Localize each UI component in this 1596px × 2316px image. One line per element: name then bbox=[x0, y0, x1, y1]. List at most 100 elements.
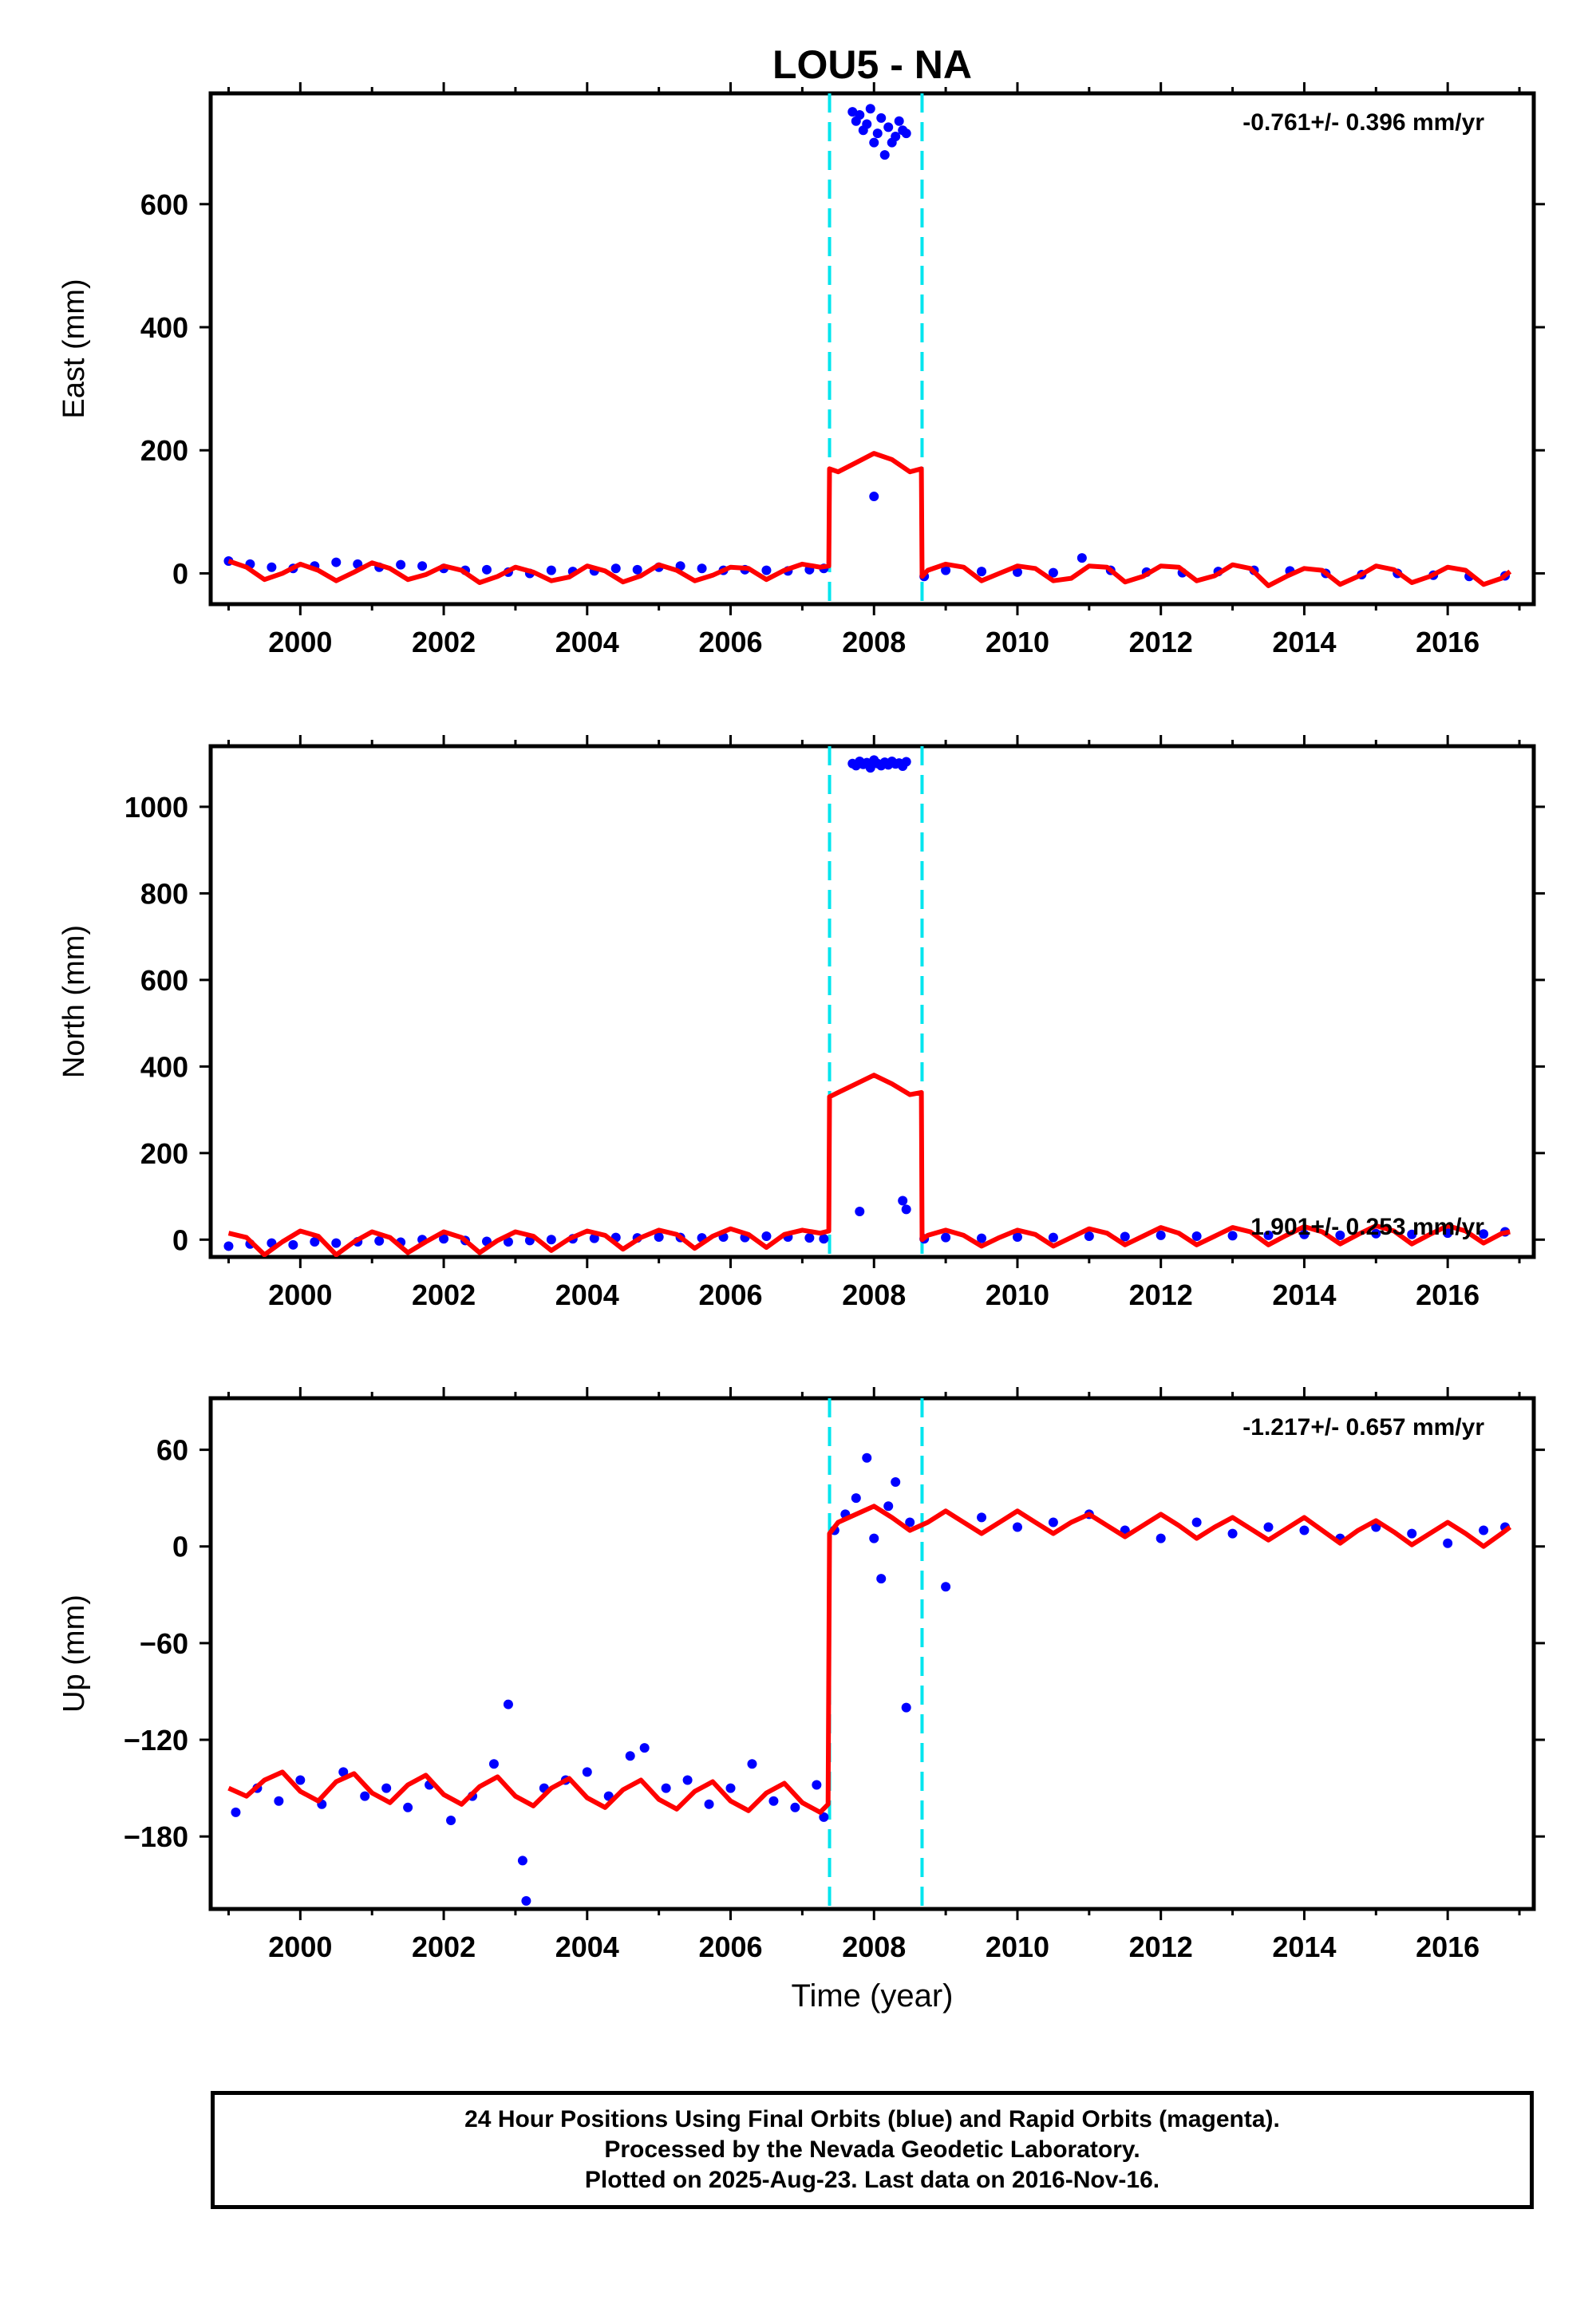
east-y-axis-label: East (mm) bbox=[57, 279, 91, 418]
north-data-point bbox=[331, 1238, 342, 1248]
up-data-point bbox=[812, 1780, 822, 1790]
east-data-point bbox=[331, 557, 342, 567]
up-y-tick-label: −180 bbox=[124, 1820, 188, 1853]
up-data-point bbox=[625, 1751, 635, 1761]
up-data-point bbox=[517, 1856, 527, 1866]
north-data-point bbox=[804, 1233, 815, 1243]
north-x-tick-label: 2000 bbox=[268, 1279, 332, 1311]
north-data-point bbox=[1299, 1229, 1310, 1239]
up-x-tick-label: 2004 bbox=[555, 1931, 619, 1963]
up-data-point bbox=[639, 1743, 650, 1753]
north-data-point bbox=[941, 1232, 951, 1243]
north-panel: 2000 2002 2004 2006 2008 2010 2012 2014 2016 0 200… bbox=[57, 735, 1545, 1311]
up-plot-area bbox=[227, 1398, 1512, 1909]
north-data-point bbox=[654, 1232, 664, 1243]
east-y-tick-label: 0 bbox=[172, 557, 188, 590]
up-data-point bbox=[819, 1812, 829, 1822]
east-data-point bbox=[1012, 567, 1022, 577]
east-data-point bbox=[869, 137, 879, 148]
up-data-point bbox=[231, 1807, 241, 1817]
up-x-tick-label: 2006 bbox=[698, 1931, 762, 1963]
east-data-point bbox=[872, 128, 883, 139]
up-data-point bbox=[1479, 1525, 1489, 1535]
up-data-point bbox=[521, 1895, 531, 1906]
north-data-point bbox=[1227, 1231, 1238, 1241]
north-y-tick-label: 0 bbox=[172, 1223, 188, 1256]
up-data-point bbox=[446, 1815, 456, 1825]
up-data-point bbox=[582, 1767, 592, 1777]
east-data-point bbox=[891, 131, 901, 141]
north-y-tick-label: 600 bbox=[140, 964, 188, 997]
north-x-tick-label: 2014 bbox=[1272, 1279, 1336, 1311]
east-data-point bbox=[481, 564, 492, 575]
north-data-point bbox=[1048, 1232, 1058, 1243]
up-data-point bbox=[1407, 1528, 1417, 1539]
north-x-tick-label: 2012 bbox=[1129, 1279, 1193, 1311]
east-data-point bbox=[632, 564, 642, 575]
east-y-tick-label: 400 bbox=[140, 311, 188, 344]
up-data-point bbox=[941, 1582, 951, 1592]
east-x-tick-label: 2010 bbox=[986, 626, 1049, 658]
east-x-tick-label: 2014 bbox=[1272, 626, 1336, 658]
north-data-point bbox=[761, 1231, 772, 1241]
north-y-axis-label: North (mm) bbox=[57, 925, 91, 1078]
north-rate-label: 1.901+/- 0.253 mm/yr bbox=[1250, 1214, 1484, 1240]
up-data-point bbox=[1227, 1528, 1238, 1539]
up-x-tick-label: 2012 bbox=[1129, 1931, 1193, 1963]
east-x-tick-label: 2004 bbox=[555, 626, 619, 658]
east-data-point bbox=[855, 109, 865, 120]
up-data-point bbox=[725, 1783, 736, 1793]
up-data-point bbox=[851, 1493, 861, 1504]
up-x-tick-label: 2014 bbox=[1272, 1931, 1336, 1963]
up-model-line bbox=[227, 1504, 1512, 1815]
east-data-point bbox=[894, 116, 904, 126]
up-x-tick-label: 2000 bbox=[268, 1931, 332, 1963]
north-y-tick-label: 1000 bbox=[124, 791, 188, 824]
north-data-point bbox=[1012, 1232, 1022, 1243]
east-data-point bbox=[865, 104, 875, 114]
up-data-point bbox=[747, 1759, 757, 1769]
east-data-point bbox=[977, 567, 987, 577]
east-data-point bbox=[847, 107, 858, 117]
north-y-tick-label: 400 bbox=[140, 1050, 188, 1083]
up-data-point bbox=[862, 1452, 872, 1463]
east-data-point bbox=[610, 563, 621, 574]
up-data-point bbox=[403, 1802, 413, 1812]
east-data-point bbox=[697, 563, 707, 574]
east-x-tick-label: 2006 bbox=[698, 626, 762, 658]
east-model-line bbox=[227, 451, 1512, 588]
up-data-point bbox=[901, 1702, 911, 1713]
north-data-point bbox=[223, 1241, 234, 1251]
east-data-point bbox=[869, 492, 879, 502]
north-plot-frame bbox=[208, 744, 1536, 1259]
up-data-point bbox=[661, 1783, 671, 1793]
up-data-point bbox=[488, 1759, 499, 1769]
east-data-point bbox=[396, 559, 406, 570]
up-data-point bbox=[891, 1476, 901, 1487]
north-y-tick-label: 800 bbox=[140, 877, 188, 910]
north-data-point bbox=[589, 1233, 599, 1243]
east-data-point bbox=[1048, 567, 1058, 578]
north-data-point bbox=[546, 1235, 556, 1245]
up-data-point bbox=[381, 1783, 392, 1793]
east-data-point bbox=[1077, 553, 1087, 563]
up-data-point bbox=[295, 1775, 306, 1785]
up-data-point bbox=[869, 1533, 879, 1543]
up-y-tick-label: 60 bbox=[156, 1434, 188, 1467]
north-data-point bbox=[503, 1237, 513, 1247]
north-y-tick-label: 200 bbox=[140, 1137, 188, 1170]
up-y-tick-label: −120 bbox=[124, 1724, 188, 1757]
east-data-point bbox=[267, 562, 277, 572]
north-data-point bbox=[1156, 1230, 1166, 1240]
up-data-point bbox=[1012, 1522, 1022, 1532]
east-data-point bbox=[901, 128, 911, 139]
east-data-point bbox=[417, 561, 428, 571]
up-x-tick-label: 2016 bbox=[1416, 1931, 1479, 1963]
north-data-point bbox=[1335, 1230, 1345, 1240]
east-data-point bbox=[761, 565, 772, 575]
north-data-point bbox=[855, 1207, 865, 1217]
east-plot-area bbox=[223, 93, 1512, 604]
footer-line-processed: Processed by the Nevada Geodetic Laborat… bbox=[604, 2136, 1140, 2163]
north-data-point bbox=[1191, 1231, 1202, 1241]
north-plot-area bbox=[223, 746, 1511, 1257]
